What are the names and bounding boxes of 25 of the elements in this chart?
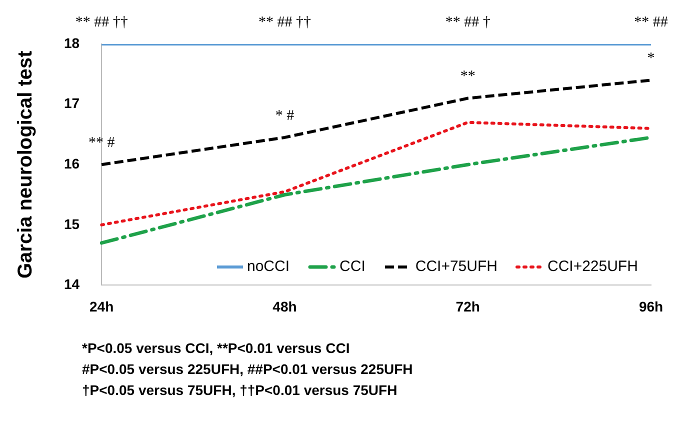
text: †P<0.05 versus 75UFH, ††P<0.01 versus 75UFH	[82, 381, 398, 400]
annotation: ** ## ††	[258, 14, 312, 30]
annotation: ** ##	[634, 14, 668, 30]
legend-label: noCCI	[247, 258, 290, 275]
annotation: * #	[275, 108, 295, 124]
annotation: ** ## †	[445, 14, 491, 30]
legend-label: CCI+75UFH	[415, 258, 498, 275]
x-tick-label: 48h	[272, 298, 297, 314]
x-tick-label: 72h	[456, 298, 480, 314]
annotation: **	[460, 68, 476, 85]
legend-label: CCI	[340, 258, 366, 275]
y-tick-label: 17	[64, 95, 80, 112]
y-axis-title: Garcia neurological test	[14, 50, 37, 279]
text: *P<0.05 versus CCI, **P<0.01 versus CCI	[82, 339, 351, 358]
y-tick-label: 14	[64, 276, 80, 292]
y-tick-label: 18	[64, 34, 80, 51]
y-tick-label: 16	[64, 155, 80, 172]
y-tick-label: 15	[64, 216, 80, 232]
annotation: ** #	[88, 135, 116, 152]
x-tick-label: 24h	[90, 298, 114, 314]
text: #P<0.05 versus 225UFH, ##P<0.01 versus 225UFH	[82, 360, 413, 379]
annotation: *	[647, 50, 655, 67]
x-tick-label: 96h	[638, 298, 664, 314]
legend-label: CCI+225UFH	[547, 258, 638, 275]
annotation: ** ## ††	[75, 14, 128, 30]
